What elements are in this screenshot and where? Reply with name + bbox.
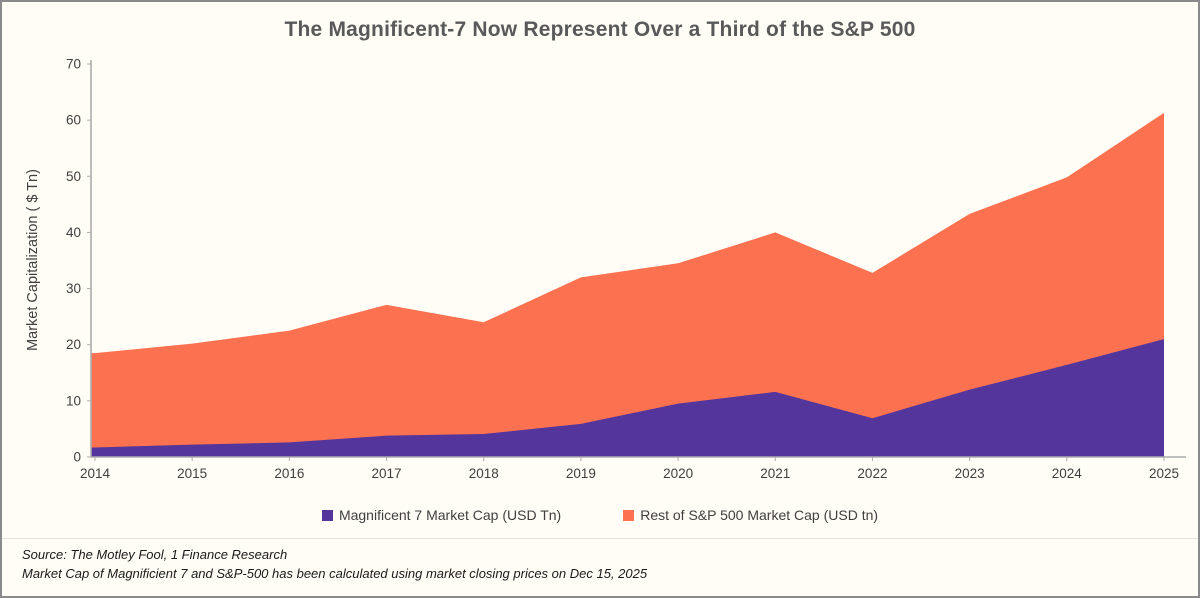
chart-title: The Magnificent-7 Now Represent Over a T…: [284, 18, 916, 41]
y-tick-label: 0: [73, 450, 81, 465]
area-rest-sp500: [91, 112, 1164, 457]
rest-sp500-swatch-icon: [623, 509, 635, 521]
x-tick-label: 2023: [955, 466, 985, 481]
legend-label-magnificent7: Magnificent 7 Market Cap (USD Tn): [338, 507, 562, 523]
area-magnificent7: [91, 339, 1164, 457]
legend-item-rest-sp500: Rest of S&P 500 Market Cap (USD tn): [623, 507, 878, 523]
y-tick-label: 60: [66, 113, 81, 128]
x-tick-label: 2019: [566, 466, 596, 481]
y-tick-label: 10: [66, 393, 81, 408]
legend-item-magnificent7: Magnificent 7 Market Cap (USD Tn): [321, 507, 562, 523]
y-tick-label: 20: [66, 337, 81, 352]
y-tick-label: 40: [66, 225, 81, 240]
x-tick-label: 2017: [372, 466, 402, 481]
source-notes: Source: The Motley Fool, 1 Finance Resea…: [22, 545, 1178, 583]
x-tick-label: 2024: [1052, 466, 1083, 481]
x-tick-label: 2018: [469, 466, 499, 481]
x-tick-label: 2015: [177, 466, 207, 481]
x-tick-label: 2020: [663, 466, 693, 481]
y-tick-label: 50: [66, 169, 81, 184]
x-tick-label: 2014: [80, 466, 111, 481]
y-tick-label: 70: [66, 57, 81, 72]
source-line-2: Market Cap of Magnificient 7 and S&P-500…: [22, 566, 648, 581]
legend: Magnificent 7 Market Cap (USD Tn) Rest o…: [2, 507, 1198, 523]
x-tick-label: 2022: [857, 466, 887, 481]
x-tick-label: 2021: [760, 466, 790, 481]
magnificent7-swatch-icon: [321, 509, 333, 521]
source-line-1: Source: The Motley Fool, 1 Finance Resea…: [22, 547, 288, 562]
y-tick-label: 30: [66, 281, 81, 296]
footer-divider: [2, 538, 1198, 539]
legend-label-rest-sp500: Rest of S&P 500 Market Cap (USD tn): [640, 507, 879, 523]
x-tick-label: 2025: [1149, 466, 1179, 481]
stacked-area-chart: 0 10 20 30 40 50 60 70 2014 2015 2016 2017 2018 2019 2…: [66, 57, 1186, 481]
x-tick-label: 2016: [274, 466, 304, 481]
